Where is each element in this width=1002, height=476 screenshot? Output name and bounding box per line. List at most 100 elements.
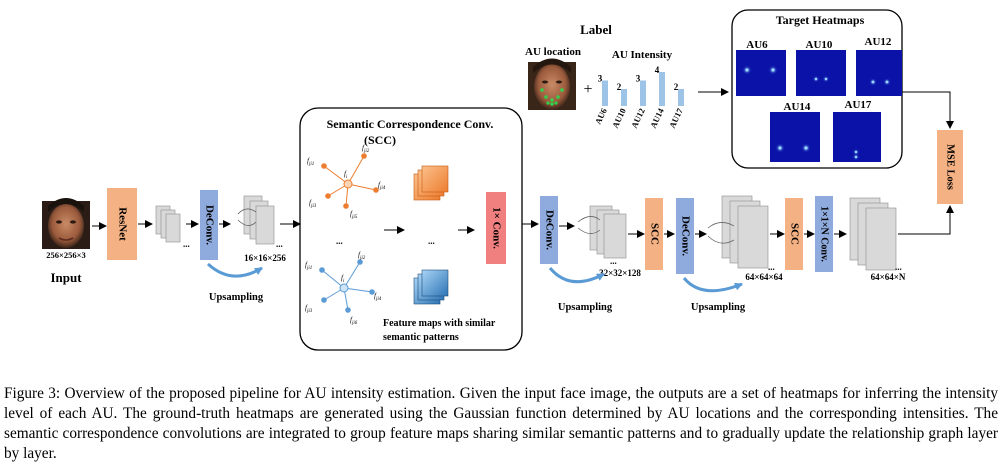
orange-node-d-label: fji4	[378, 181, 386, 191]
ellipsis-graph: ...	[336, 236, 343, 246]
upsampling-arrow-3	[682, 277, 743, 293]
pipeline-diagram: 256×256×3 Input ResNet ... DeConv. ... 1…	[42, 9, 963, 351]
feature-maps-resnet	[155, 205, 181, 243]
orange-node-a-label: fji1	[307, 157, 314, 167]
orange-relation-graph	[321, 153, 379, 209]
scc-label-1: SCC	[648, 223, 660, 245]
bar-value-au17: 2	[674, 82, 679, 92]
tick-label-au6: AU6	[593, 107, 609, 126]
orange-feature-maps	[413, 165, 449, 201]
ellipsis-4: ...	[768, 262, 775, 272]
tick-label-au12: AU12	[629, 107, 647, 130]
bar-au14	[659, 72, 665, 106]
scc-title-line2: (SCC)	[364, 133, 396, 147]
heatmap-label-au14: AU14	[784, 101, 811, 113]
deconv-label-2: DeConv.	[543, 210, 555, 250]
au-location-label: AU location	[525, 46, 581, 58]
blue-node-e-label: fji6	[350, 316, 358, 326]
orange-node-center-label: fi	[344, 170, 348, 180]
scc-title-line1: Semantic Correspondence Conv.	[327, 117, 494, 131]
blue-node-a-label: fji1	[305, 261, 312, 271]
blue-node-b-label: fji2	[358, 251, 366, 261]
au-intensity-title: AU Intensity	[612, 49, 673, 61]
dim-64n-label: 64×64×N	[871, 272, 906, 282]
feature-maps-32	[577, 205, 627, 259]
feature-maps-caption-2: semantic patterns	[383, 332, 459, 343]
bar-value-au14: 4	[655, 65, 660, 75]
upsampling-label-1: Upsampling	[209, 292, 264, 303]
ellipsis-3: ...	[610, 256, 617, 266]
conv1x1n-block	[815, 196, 833, 272]
tick-label-au14: AU14	[648, 106, 666, 130]
conv1x1n-label: 1×1×N Conv.	[819, 206, 830, 262]
dim-64a-label: 64×64×64	[745, 272, 783, 282]
input-face-image	[42, 198, 90, 249]
scc-block-2	[785, 198, 803, 270]
feature-maps-16	[237, 195, 275, 245]
resnet-label: ResNet	[116, 207, 128, 241]
bar-value-au12: 3	[636, 74, 641, 84]
bar-au12	[640, 80, 646, 106]
ellipsis-maps: ...	[428, 236, 435, 246]
blue-relation-graph	[319, 259, 375, 313]
blue-node-d-label: fji4	[374, 292, 382, 302]
heatmap-label-au17: AU17	[845, 99, 872, 111]
deconv-label-3: DeConv.	[679, 216, 691, 256]
au-intensity-bar-chart: 3 AU6 2 AU10 3 AU12 4 AU14 2 AU17	[593, 65, 685, 130]
deconv-label-1: DeConv.	[203, 205, 215, 245]
ellipsis-2: ...	[276, 239, 283, 249]
ellipsis-1: ...	[183, 239, 190, 249]
dim-32-label: 32×32×128	[599, 268, 641, 278]
upsampling-label-2: Upsampling	[558, 302, 613, 313]
input-dims-label: 256×256×3	[46, 250, 85, 260]
orange-node-b-label: fji2	[362, 144, 370, 154]
bar-value-au10: 2	[617, 82, 622, 92]
heatmap-au12	[856, 50, 902, 96]
mse-loss-label: MSE Loss	[945, 144, 956, 190]
blue-feature-maps	[413, 269, 449, 305]
ellipsis-5: ...	[895, 262, 902, 272]
bar-au10	[621, 89, 627, 106]
input-label: Input	[50, 270, 82, 285]
deconv-block-2	[540, 196, 558, 264]
heatmap-label-au12: AU12	[865, 36, 892, 48]
bar-value-au6: 3	[598, 74, 603, 84]
target-heatmaps-title: Target Heatmaps	[776, 13, 865, 27]
arrow-heatmaps-mse	[902, 91, 954, 129]
scc-label-2: SCC	[788, 223, 800, 245]
upsampling-arrow-2	[548, 267, 605, 284]
heatmap-au10	[796, 50, 846, 96]
dim-16-label: 16×16×256	[244, 253, 286, 263]
label-title: Label	[580, 22, 612, 37]
scc-block-1	[645, 198, 663, 270]
heatmap-au6	[736, 50, 786, 96]
scc-detail-box	[299, 107, 523, 351]
conv1x-label: 1× Conv.	[490, 207, 502, 249]
arrow-output-mse	[898, 205, 954, 235]
heatmap-au17	[833, 112, 881, 162]
orange-node-c-label: fji3	[309, 199, 317, 209]
heatmap-label-au10: AU10	[806, 39, 833, 51]
feature-maps-caption-1: Feature maps with similar	[383, 318, 496, 329]
bar-au17	[678, 89, 684, 106]
conv1x-block	[486, 192, 506, 264]
resnet-block	[107, 188, 137, 260]
deconv-block-1	[200, 190, 218, 260]
blue-node-c-label: fji3	[305, 304, 313, 314]
orange-node-e-label: fji5	[350, 210, 358, 220]
plus-sign: +	[583, 81, 592, 98]
heatmap-au14	[770, 112, 820, 162]
au-location-face	[528, 58, 576, 110]
tick-label-au17: AU17	[667, 106, 685, 130]
mse-loss-block	[937, 130, 963, 204]
figure-caption: Figure 3: Overview of the proposed pipel…	[4, 385, 998, 462]
upsampling-arrow-1	[206, 262, 263, 278]
upsampling-label-3: Upsampling	[691, 302, 746, 313]
heatmap-label-au6: AU6	[746, 39, 768, 51]
deconv-block-3	[676, 198, 694, 274]
tick-label-au10: AU10	[610, 107, 628, 130]
feature-maps-64	[707, 195, 769, 269]
feature-maps-output	[849, 197, 897, 271]
bar-au6	[602, 80, 608, 106]
